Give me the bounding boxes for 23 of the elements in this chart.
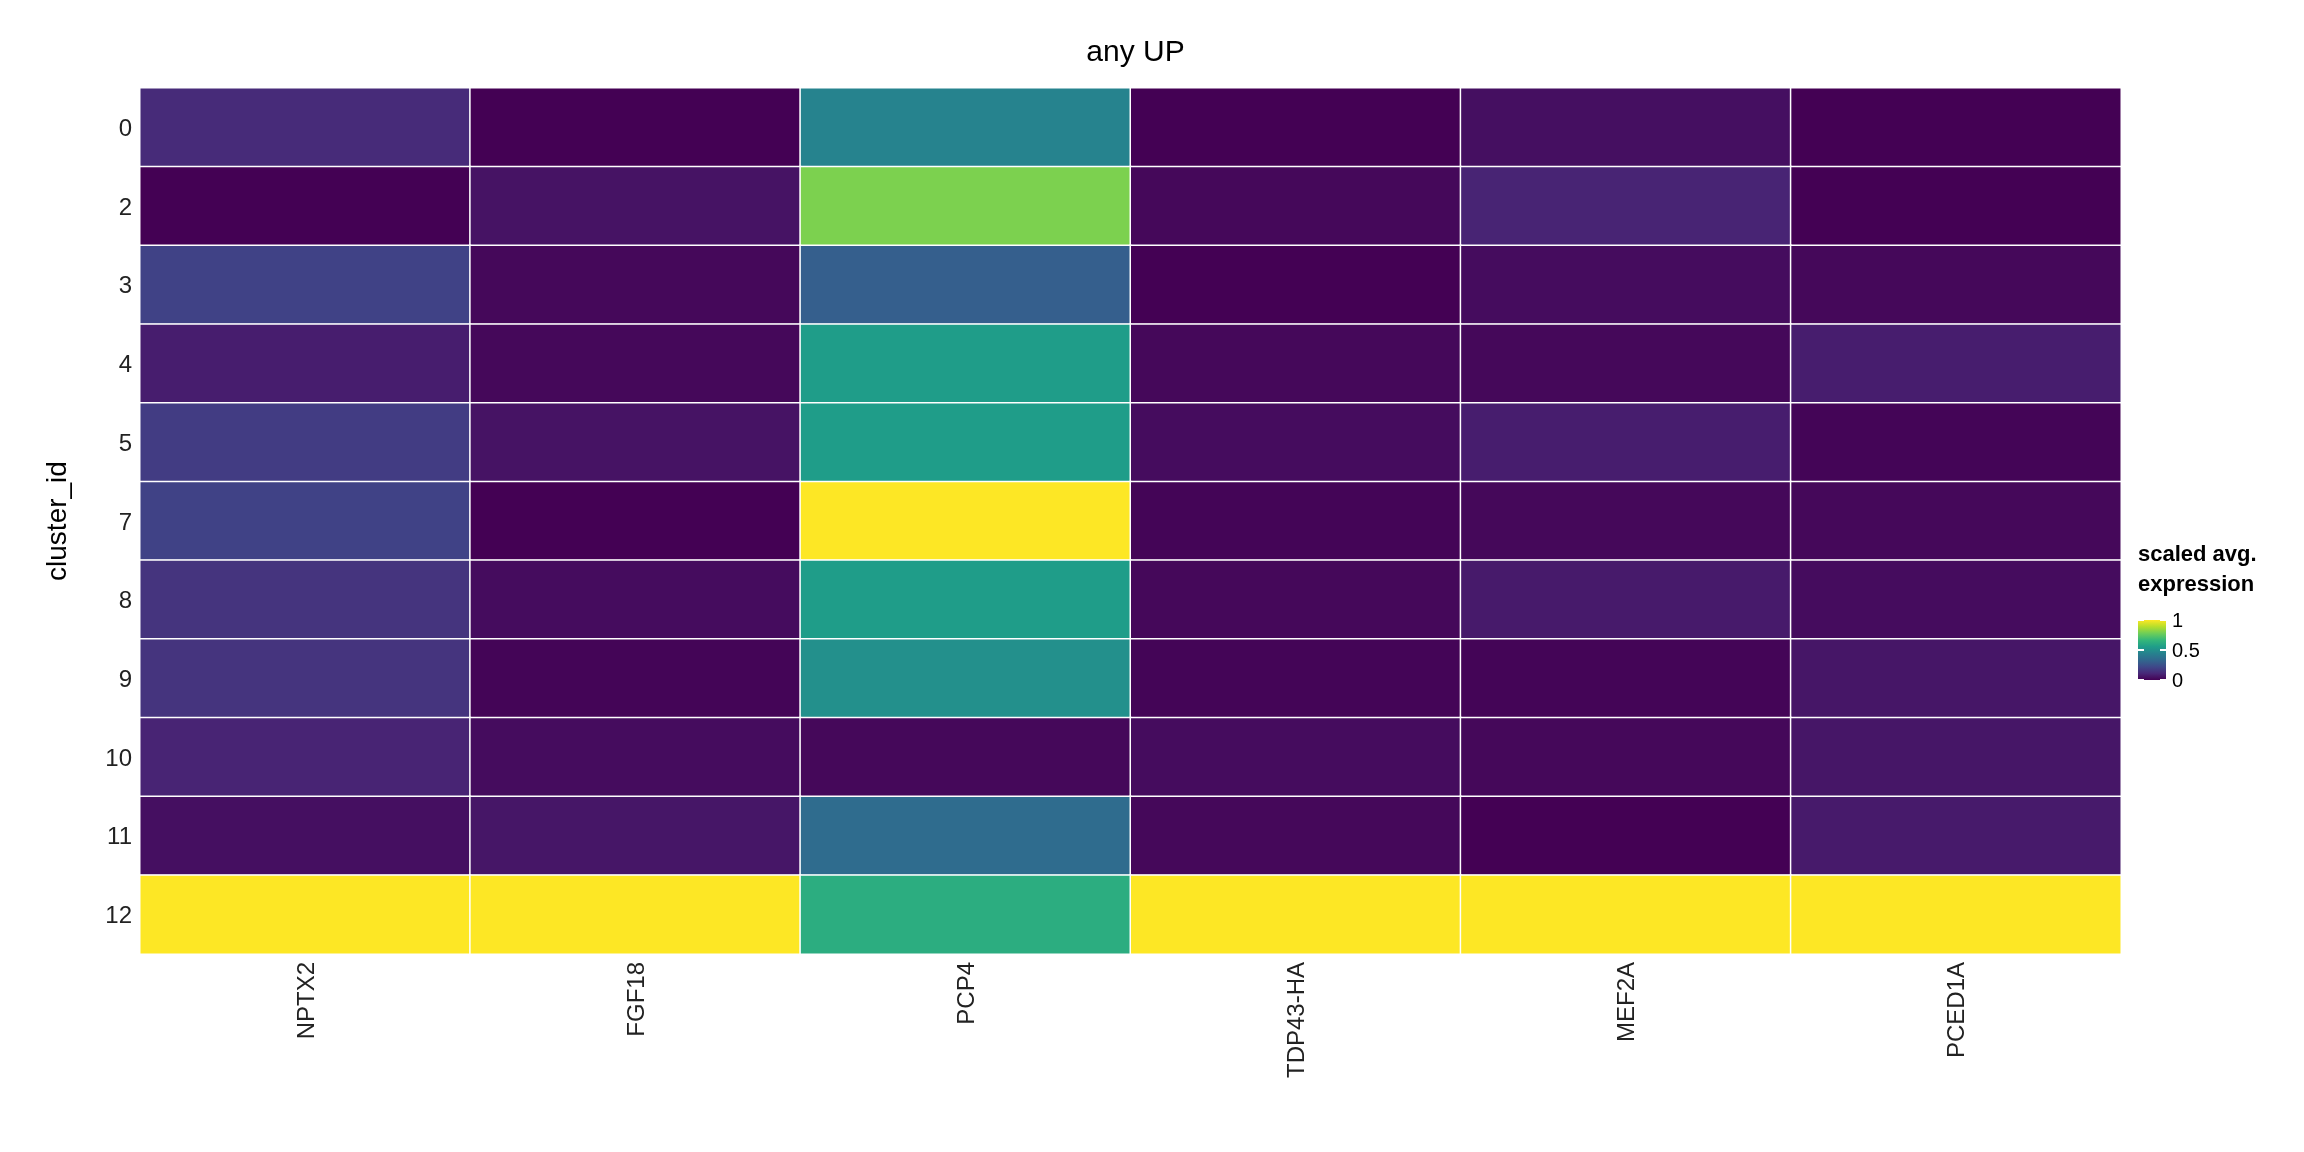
y-tick-label: 5 — [118, 428, 132, 456]
color-bar-label: 1 — [2172, 609, 2184, 631]
x-tick-label: MEF2A — [1612, 962, 1640, 1043]
y-tick-label: 12 — [105, 901, 132, 929]
y-tick-label: 4 — [118, 350, 132, 378]
y-axis-title: cluster_id — [40, 461, 72, 581]
y-tick-label: 9 — [118, 664, 132, 692]
y-tick-label: 7 — [118, 507, 132, 535]
y-tick-label: 3 — [118, 271, 132, 299]
chart-title: any UP — [1086, 33, 1185, 67]
x-tick-label: TDP43-HA — [1282, 962, 1310, 1079]
x-tick-label: PCED1A — [1942, 962, 1970, 1059]
x-tick-label: FGF18 — [621, 962, 649, 1037]
legend-title: scaled avg. expression — [2138, 540, 2263, 596]
y-tick-label: 11 — [107, 822, 132, 850]
y-tick-label: 2 — [118, 192, 132, 220]
y-tick-label: 8 — [118, 586, 132, 614]
color-bar-label: 0 — [2172, 669, 2184, 691]
y-tick-label: 0 — [118, 113, 132, 141]
x-tick-label: NPTX2 — [291, 962, 319, 1040]
color-bar-label: 0.5 — [2172, 639, 2200, 661]
y-tick-label: 10 — [105, 743, 132, 771]
x-tick-label: PCP4 — [951, 962, 979, 1025]
